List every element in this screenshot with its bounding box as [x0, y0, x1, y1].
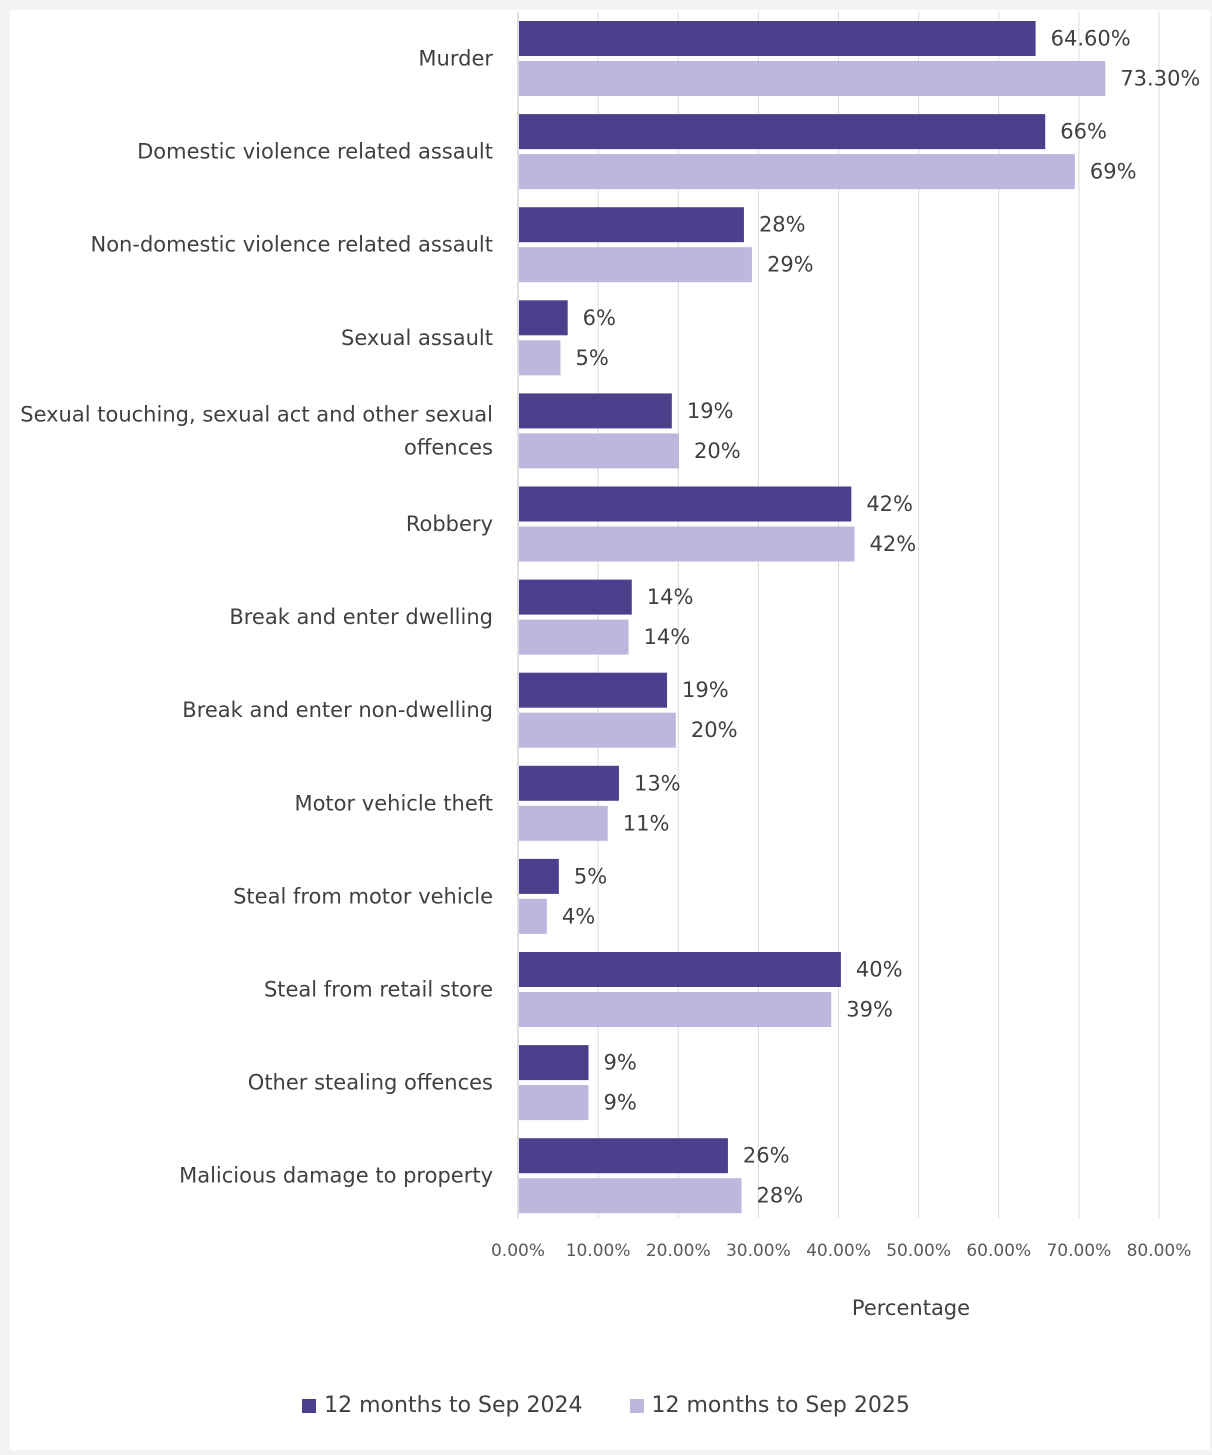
- data-label: 42%: [866, 492, 913, 516]
- x-tick-label: 80.00%: [1127, 1241, 1192, 1261]
- data-label: 29%: [767, 253, 814, 277]
- data-label: 66%: [1060, 120, 1107, 144]
- data-label: 64.60%: [1051, 27, 1131, 51]
- bar-2024: [519, 672, 668, 708]
- category-label: Other stealing offences: [248, 1071, 493, 1095]
- category-label: Domestic violence related assault: [137, 140, 493, 164]
- bar-2024: [519, 952, 841, 987]
- data-label: 6%: [583, 306, 616, 330]
- legend-swatch-2024: [302, 1398, 317, 1413]
- bar-2024: [519, 765, 619, 801]
- bar-2024: [519, 207, 744, 243]
- data-label: 26%: [743, 1144, 790, 1168]
- data-label: 20%: [694, 439, 741, 463]
- data-label: 28%: [757, 1184, 804, 1208]
- data-label: 9%: [604, 1091, 637, 1115]
- data-label: 11%: [623, 811, 670, 835]
- bar-2024: [519, 114, 1046, 150]
- data-label: 5%: [574, 864, 607, 888]
- category-label: Steal from motor vehicle: [233, 884, 493, 908]
- legend-label-2024: 12 months to Sep 2024: [324, 1393, 583, 1418]
- bar-chart: 0.00% 10.00% 20.00% 30.00% 40.00% 50.00% 60.00…: [20, 12, 1200, 1320]
- category-label: Motor vehicle theft: [294, 791, 493, 815]
- x-tick-label: 20.00%: [646, 1241, 711, 1261]
- bar-2025: [519, 1085, 589, 1121]
- x-axis-title: Percentage: [852, 1296, 970, 1320]
- x-tick-label: 50.00%: [886, 1241, 951, 1261]
- data-label: 28%: [759, 213, 806, 237]
- bar-2024: [519, 579, 632, 615]
- data-label: 4%: [562, 904, 595, 928]
- data-label: 13%: [634, 771, 681, 795]
- category-label: Non-domestic violence related assault: [91, 233, 494, 257]
- category-label: Murder: [418, 47, 493, 71]
- x-tick-label: 40.00%: [806, 1241, 871, 1261]
- bar-2025: [519, 154, 1075, 190]
- bar-2024: [519, 21, 1036, 56]
- data-label: 39%: [846, 998, 893, 1022]
- bar-2025: [519, 340, 561, 376]
- category-label: Sexual touching, sexual act and other se…: [20, 402, 493, 426]
- x-tick-label: 0.00%: [491, 1241, 545, 1261]
- x-tick-label: 70.00%: [1046, 1241, 1111, 1261]
- bar-2024: [519, 393, 672, 429]
- category-label: Malicious damage to property: [179, 1164, 493, 1188]
- category-label: Steal from retail store: [264, 978, 493, 1002]
- category-label: Robbery: [406, 512, 493, 536]
- category-label: Break and enter non-dwelling: [182, 698, 493, 722]
- x-tick-label: 60.00%: [966, 1241, 1031, 1261]
- data-label: 20%: [691, 718, 738, 742]
- data-label: 19%: [687, 399, 734, 423]
- bar-2025: [519, 619, 629, 655]
- bar-2024: [519, 486, 852, 522]
- legend-swatch-2025: [629, 1398, 644, 1413]
- bar-2024: [519, 1045, 589, 1081]
- bar-2024: [519, 858, 559, 894]
- bar-2024: [519, 300, 568, 336]
- data-label: 5%: [575, 346, 608, 370]
- category-label: Break and enter dwelling: [229, 605, 493, 629]
- bar-2025: [519, 1178, 742, 1214]
- bar-2025: [519, 712, 676, 748]
- legend-item-2025: 12 months to Sep 2025: [629, 1393, 910, 1418]
- bar-2025: [519, 247, 752, 283]
- bar-2025: [519, 898, 547, 934]
- x-tick-label: 10.00%: [566, 1241, 631, 1261]
- data-label: 69%: [1090, 160, 1137, 184]
- category-label: offences: [404, 435, 493, 459]
- bar-2025: [519, 992, 832, 1027]
- data-label: 73.30%: [1120, 67, 1200, 91]
- bar-2024: [519, 1138, 728, 1174]
- x-tick-label: 30.00%: [726, 1241, 791, 1261]
- bar-2025: [519, 805, 608, 841]
- legend: 12 months to Sep 2024 12 months to Sep 2…: [0, 1393, 1212, 1419]
- data-label: 40%: [856, 958, 903, 982]
- data-label: 9%: [604, 1051, 637, 1075]
- bar-2025: [519, 526, 855, 562]
- category-label: Sexual assault: [341, 326, 493, 350]
- bar-2025: [519, 433, 680, 469]
- legend-label-2025: 12 months to Sep 2025: [651, 1393, 910, 1418]
- bar-2025: [519, 61, 1106, 96]
- data-label: 19%: [682, 678, 729, 702]
- data-label: 42%: [870, 532, 917, 556]
- data-label: 14%: [644, 625, 691, 649]
- legend-item-2024: 12 months to Sep 2024: [302, 1393, 583, 1418]
- data-label: 14%: [647, 585, 694, 609]
